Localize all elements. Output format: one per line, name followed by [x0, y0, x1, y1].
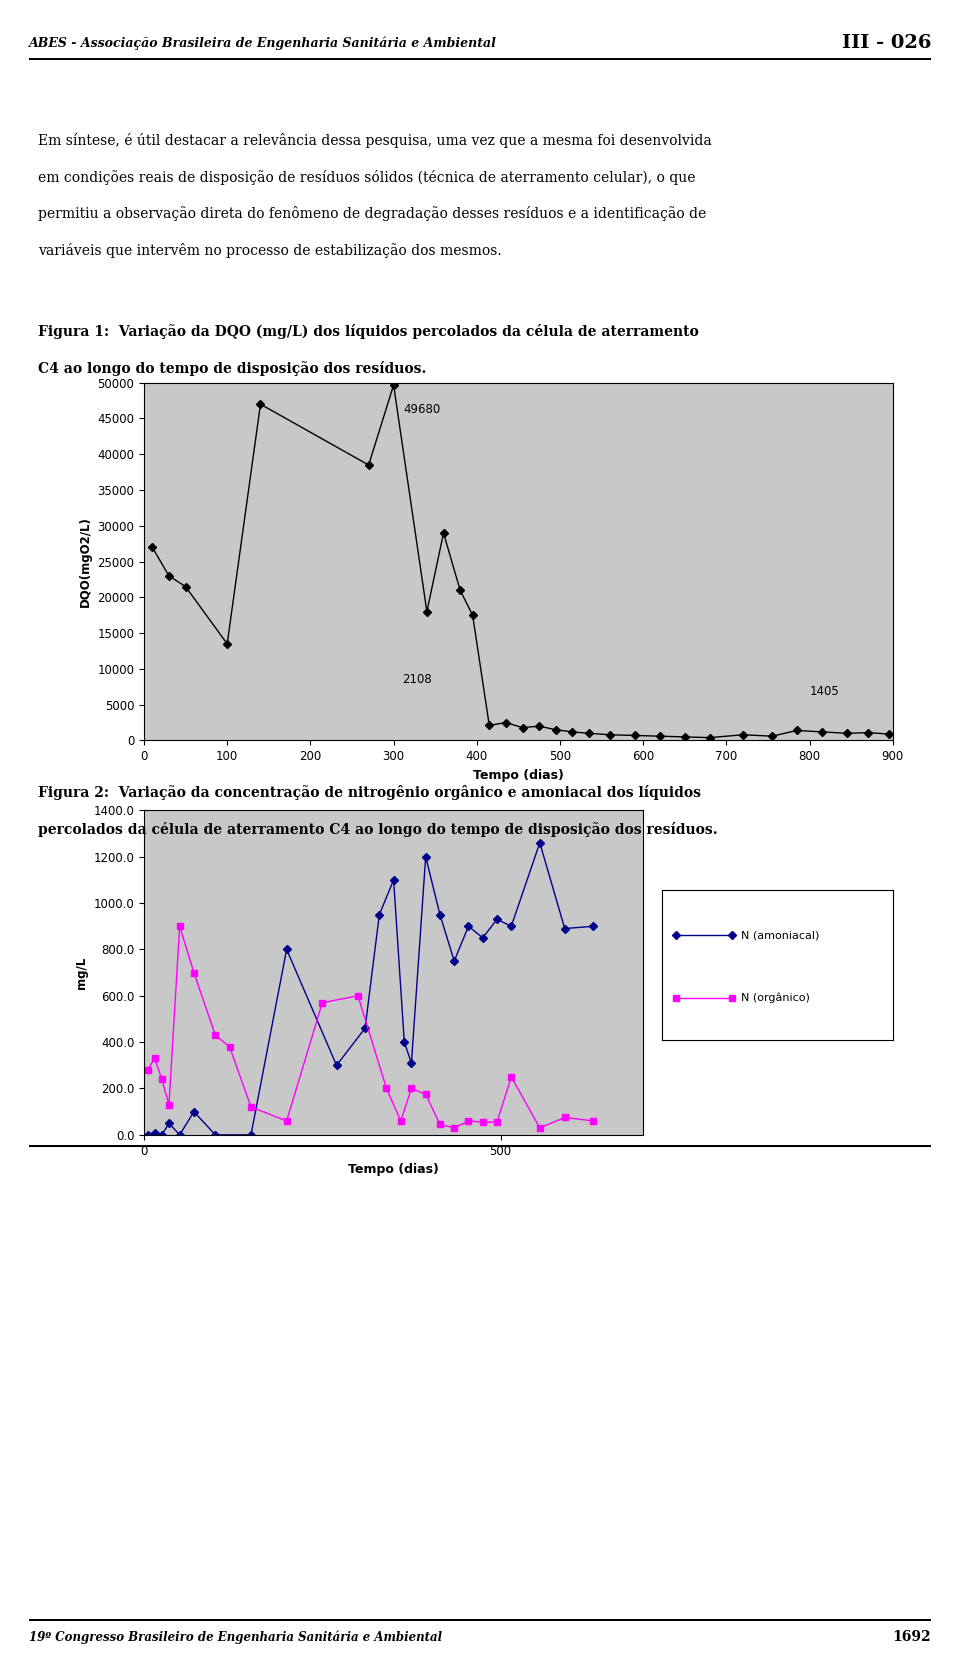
N (amoniacal) — [245, 1125, 256, 1145]
Text: C4 ao longo do tempo de disposição dos resíduos.: C4 ao longo do tempo de disposição dos r… — [38, 361, 427, 376]
N (amoniacal) — [149, 1123, 160, 1143]
N (orgânico) — [209, 1025, 221, 1045]
X-axis label: Tempo (dias): Tempo (dias) — [348, 1163, 439, 1176]
N (amoniacal) — [359, 1018, 371, 1038]
N (orgânico) — [477, 1112, 489, 1132]
N (amoniacal) — [406, 1053, 418, 1073]
N (amoniacal) — [534, 832, 545, 852]
N (amoniacal) — [163, 1113, 175, 1133]
N (amoniacal) — [156, 1125, 168, 1145]
N (orgânico) — [352, 985, 364, 1005]
N (amoniacal) — [559, 919, 570, 938]
Text: Figura 2:  Variação da concentração de nitrogênio orgânico e amoniacal dos líqui: Figura 2: Variação da concentração de ni… — [38, 785, 702, 800]
Text: 1405: 1405 — [809, 686, 839, 699]
Y-axis label: mg/L: mg/L — [75, 957, 88, 988]
N (orgânico) — [506, 1067, 517, 1087]
N (orgânico) — [317, 993, 328, 1013]
Text: N (orgânico): N (orgânico) — [741, 993, 809, 1003]
Text: III - 026: III - 026 — [842, 35, 931, 52]
N (orgânico) — [245, 1097, 256, 1117]
N (orgânico) — [156, 1070, 168, 1090]
N (orgânico) — [149, 1048, 160, 1068]
N (orgânico) — [420, 1085, 431, 1105]
Text: permitiu a observação direta do fenômeno de degradação desses resíduos e a ident: permitiu a observação direta do fenômeno… — [38, 206, 707, 221]
Text: variáveis que intervêm no processo de estabilização dos mesmos.: variáveis que intervêm no processo de es… — [38, 243, 502, 258]
N (orgânico) — [395, 1112, 406, 1132]
Y-axis label: DQO(mgO2/L): DQO(mgO2/L) — [79, 516, 92, 607]
N (amoniacal) — [448, 952, 460, 972]
N (amoniacal) — [188, 1102, 200, 1122]
Text: percolados da célula de aterramento C4 ao longo do tempo de disposição dos resíd: percolados da célula de aterramento C4 a… — [38, 822, 718, 837]
Line: N (amoniacal): N (amoniacal) — [145, 840, 596, 1138]
N (orgânico) — [381, 1078, 393, 1098]
N (amoniacal) — [142, 1125, 154, 1145]
Text: Em síntese, é útil destacar a relevância dessa pesquisa, uma vez que a mesma foi: Em síntese, é útil destacar a relevância… — [38, 133, 712, 148]
N (orgânico) — [492, 1112, 503, 1132]
Text: ABES - Associação Brasileira de Engenharia Sanitária e Ambiental: ABES - Associação Brasileira de Engenhar… — [29, 37, 496, 50]
Text: 1692: 1692 — [893, 1631, 931, 1644]
N (orgânico) — [163, 1095, 175, 1115]
N (amoniacal) — [209, 1125, 221, 1145]
X-axis label: Tempo (dias): Tempo (dias) — [473, 769, 564, 782]
N (amoniacal) — [281, 940, 293, 960]
Text: N (amoniacal): N (amoniacal) — [741, 930, 819, 940]
N (amoniacal) — [388, 870, 399, 890]
N (orgânico) — [434, 1115, 445, 1135]
N (amoniacal) — [398, 1032, 410, 1052]
N (amoniacal) — [420, 847, 431, 867]
Text: Figura 1:  Variação da DQO (mg/L) dos líquidos percolados da célula de aterramen: Figura 1: Variação da DQO (mg/L) dos líq… — [38, 324, 699, 339]
N (amoniacal) — [331, 1055, 343, 1075]
N (orgânico) — [463, 1112, 474, 1132]
Text: 49680: 49680 — [403, 403, 441, 416]
N (orgânico) — [224, 1037, 235, 1057]
N (amoniacal) — [477, 929, 489, 948]
N (orgânico) — [559, 1108, 570, 1128]
N (amoniacal) — [506, 917, 517, 937]
N (orgânico) — [588, 1112, 599, 1132]
Text: 2108: 2108 — [402, 672, 432, 686]
N (amoniacal) — [588, 917, 599, 937]
N (amoniacal) — [174, 1125, 185, 1145]
Text: 19º Congresso Brasileiro de Engenharia Sanitária e Ambiental: 19º Congresso Brasileiro de Engenharia S… — [29, 1631, 442, 1644]
N (orgânico) — [281, 1112, 293, 1132]
N (orgânico) — [448, 1118, 460, 1138]
N (orgânico) — [534, 1118, 545, 1138]
N (amoniacal) — [492, 909, 503, 929]
N (amoniacal) — [373, 905, 385, 925]
N (orgânico) — [142, 1060, 154, 1080]
N (orgânico) — [406, 1078, 418, 1098]
N (amoniacal) — [463, 917, 474, 937]
N (amoniacal) — [434, 905, 445, 925]
N (orgânico) — [174, 917, 185, 937]
N (orgânico) — [188, 962, 200, 982]
Line: N (orgânico): N (orgânico) — [145, 924, 596, 1130]
Text: em condições reais de disposição de resíduos sólidos (técnica de aterramento cel: em condições reais de disposição de resí… — [38, 170, 696, 185]
